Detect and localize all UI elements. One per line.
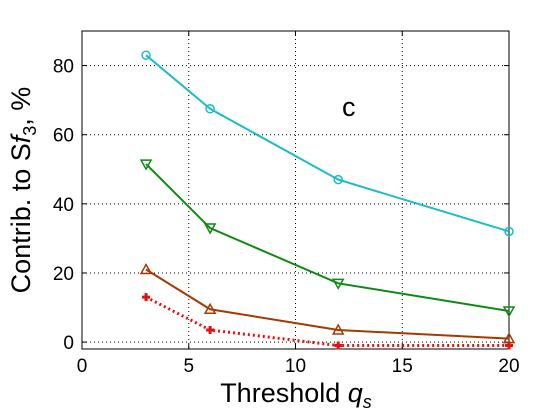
grid: [82, 31, 509, 349]
data-point-circle: [141, 50, 151, 60]
series-line: [145, 268, 510, 340]
y-tick-label: 0: [63, 333, 74, 354]
x-tick-label: 5: [183, 356, 194, 377]
series-line: [145, 163, 510, 312]
x-tick-label: 10: [285, 356, 306, 377]
x-tick-label: 15: [392, 356, 413, 377]
data-point-triangle-up: [331, 323, 345, 335]
x-tick-label: 20: [498, 356, 519, 377]
series-plus: [142, 293, 513, 350]
data-point-circle: [504, 226, 514, 237]
data-point-circle: [333, 174, 343, 185]
data-point-triangle-down: [139, 159, 153, 171]
x-tick-label: 0: [77, 356, 88, 377]
y-tick-label: 60: [53, 126, 74, 147]
data-point-plus: [505, 341, 513, 350]
data-point-triangle-up: [139, 262, 153, 275]
series-circle: [141, 50, 514, 237]
series-triangle-down: [139, 159, 516, 318]
data-point-triangle-up: [203, 302, 217, 314]
data-point-triangle-down: [203, 223, 217, 235]
panel-label: c: [342, 92, 356, 122]
data-point-triangle-down: [502, 306, 516, 318]
data-point-circle: [205, 104, 215, 114]
series-line: [145, 295, 509, 348]
data-point-plus: [334, 341, 343, 350]
data-point-plus: [206, 325, 215, 334]
y-tick-label: 20: [53, 264, 74, 285]
y-tick-label: 40: [53, 195, 74, 216]
data-point-plus: [142, 293, 151, 302]
y-axis-label: Contrib. to Sf3, %: [6, 87, 40, 294]
x-axis-label: Threshold qs: [220, 378, 372, 412]
data-point-triangle-down: [331, 278, 345, 290]
series: [139, 50, 516, 350]
series-line: [145, 54, 510, 233]
y-tick-label: 80: [53, 57, 74, 78]
